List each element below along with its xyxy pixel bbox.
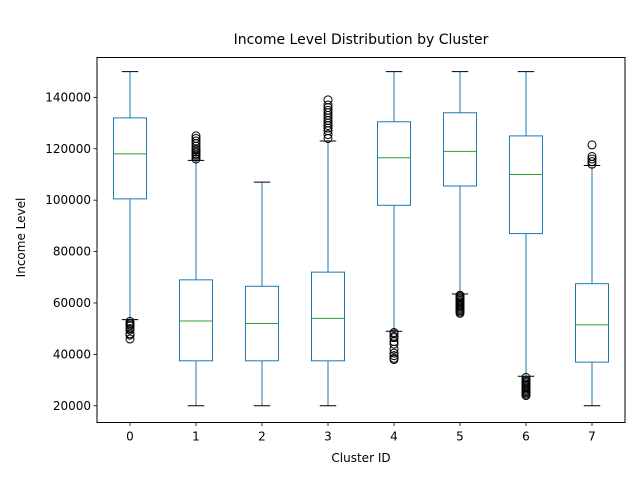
chart-title: Income Level Distribution by Cluster xyxy=(234,32,489,48)
outlier-point xyxy=(125,325,135,335)
outlier-point xyxy=(323,100,333,110)
y-tick-label: 40000 xyxy=(53,347,91,361)
y-tick-label: 80000 xyxy=(53,245,91,259)
y-tick-label: 140000 xyxy=(45,90,91,104)
outlier-point xyxy=(389,351,399,361)
box-group-cluster-2 xyxy=(245,181,279,407)
outlier-point xyxy=(323,130,333,140)
outlier-point xyxy=(389,355,399,365)
y-tick-label: 100000 xyxy=(45,193,91,207)
iqr-box xyxy=(179,279,213,362)
box-group-cluster-0 xyxy=(113,71,147,344)
x-tick-label: 5 xyxy=(456,430,464,444)
y-tick-label: 20000 xyxy=(53,399,91,413)
outlier-point xyxy=(191,133,201,143)
outlier-point xyxy=(455,308,465,318)
x-tick-label: 7 xyxy=(588,430,596,444)
x-tick-label: 3 xyxy=(324,430,332,444)
plot-area xyxy=(113,71,609,407)
box-group-cluster-6 xyxy=(509,71,543,401)
x-tick-label: 6 xyxy=(522,430,530,444)
x-tick-label: 1 xyxy=(192,430,200,444)
box-group-cluster-4 xyxy=(377,71,411,365)
outlier-point xyxy=(191,131,201,141)
outlier-point xyxy=(389,339,399,349)
iqr-box xyxy=(113,117,147,200)
box-group-cluster-3 xyxy=(311,95,345,407)
iqr-box xyxy=(377,121,411,206)
outlier-point xyxy=(587,151,597,161)
iqr-box xyxy=(509,135,543,235)
y-axis-label: Income Level xyxy=(14,198,28,278)
outlier-point xyxy=(125,330,135,340)
outlier-point xyxy=(587,140,597,150)
iqr-box xyxy=(311,271,345,362)
box-group-cluster-1 xyxy=(179,131,213,407)
iqr-box xyxy=(575,283,609,363)
outlier-point xyxy=(389,348,399,358)
x-tick-label: 4 xyxy=(390,430,398,444)
y-tick-label: 120000 xyxy=(45,142,91,156)
box-group-cluster-7 xyxy=(575,140,609,407)
iqr-box xyxy=(443,112,477,187)
outlier-point xyxy=(389,344,399,354)
outlier-point xyxy=(125,334,135,344)
outlier-point xyxy=(191,136,201,146)
x-tick-label: 0 xyxy=(126,430,134,444)
outlier-point xyxy=(389,333,399,343)
outlier-point xyxy=(323,105,333,115)
x-tick-label: 2 xyxy=(258,430,266,444)
outlier-point xyxy=(521,391,531,401)
outlier-point xyxy=(587,154,597,164)
y-tick-label: 60000 xyxy=(53,296,91,310)
x-axis-label: Cluster ID xyxy=(331,451,390,465)
outlier-point xyxy=(587,157,597,167)
box-group-cluster-5 xyxy=(443,71,477,318)
plot-frame xyxy=(96,57,626,423)
outlier-point xyxy=(323,95,333,105)
